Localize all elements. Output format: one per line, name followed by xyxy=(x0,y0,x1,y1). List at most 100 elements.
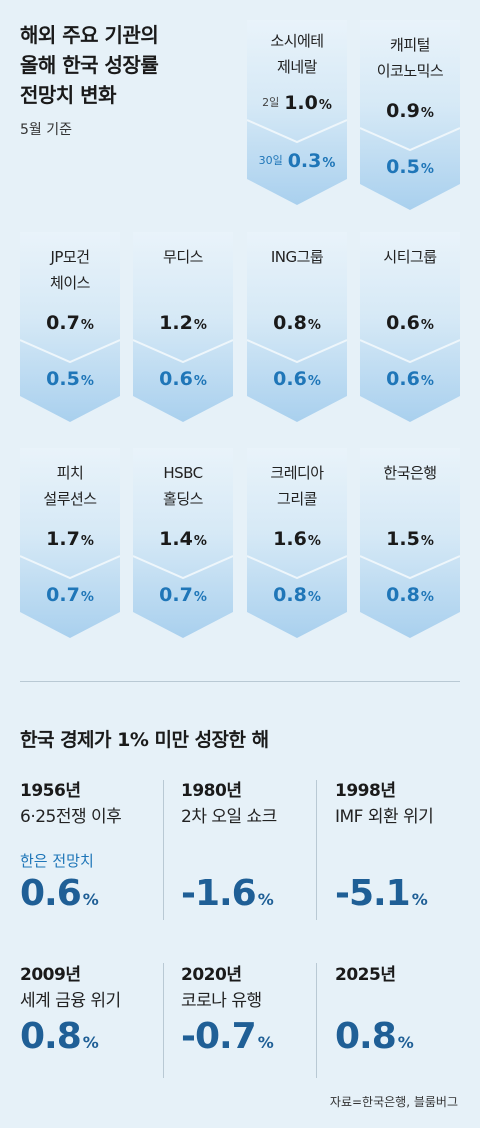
growth-value: -1.6 xyxy=(181,873,257,914)
forecast-value: 1.4 xyxy=(159,528,193,550)
growth-value: 0.6 xyxy=(20,873,82,914)
card-separator xyxy=(247,119,347,144)
card-separator xyxy=(133,555,233,580)
card-chevron xyxy=(247,20,347,205)
card-separator xyxy=(133,339,233,364)
institution-name-line: 소시에테 xyxy=(270,32,324,50)
forecast-value: 1.2 xyxy=(159,312,193,334)
forecast-before: 0.9% xyxy=(360,100,460,122)
card-shape xyxy=(247,232,347,422)
forecast-value: 0.8 xyxy=(386,584,420,606)
forecast-value: 0.7 xyxy=(46,584,80,606)
forecast-value: 1.5 xyxy=(386,528,420,550)
unit-label: % xyxy=(257,1033,274,1052)
forecast-after: 0.5% xyxy=(20,368,120,390)
unit-label: % xyxy=(420,374,434,389)
forecast-after: 0.5% xyxy=(360,156,460,178)
forecast-before: 1.5% xyxy=(360,528,460,550)
institution-name-line: HSBC xyxy=(163,464,203,482)
card-chevron xyxy=(360,232,460,422)
history-event: 세계 금융 위기 xyxy=(20,991,121,1011)
card-shape xyxy=(360,20,460,210)
forecast-value: 0.3 xyxy=(287,150,322,172)
forecast-before: 1.7% xyxy=(20,528,120,550)
institution-name-line: 이코노믹스 xyxy=(376,62,444,80)
institution-name-line: 제네랄 xyxy=(277,58,317,76)
unit-label: % xyxy=(80,318,94,333)
card-chevron xyxy=(133,232,233,422)
history-year: 2020년 xyxy=(181,965,242,985)
unit-label: % xyxy=(257,890,274,909)
card-chevron xyxy=(360,20,460,210)
unit-label: % xyxy=(80,590,94,605)
history-value: -1.6% xyxy=(181,873,274,914)
unit-label: % xyxy=(307,318,321,333)
forecast-value: 1.7 xyxy=(46,528,80,550)
institution-name-line: 캐피털 xyxy=(390,36,430,54)
forecast-value: 1.6 xyxy=(273,528,307,550)
unit-label: % xyxy=(307,534,321,549)
history-cell: 2009년 세계 금융 위기 0.8% xyxy=(20,962,160,1082)
institution-name-line: ING그룹 xyxy=(270,248,324,266)
card-chevron xyxy=(247,448,347,638)
forecast-after: 0.6% xyxy=(360,368,460,390)
forecast-value: 0.9 xyxy=(386,100,420,122)
institution-name-line: 한국은행 xyxy=(383,464,437,482)
history-event: 코로나 유행 xyxy=(181,991,262,1011)
forecast-value: 0.5 xyxy=(46,368,80,390)
forecast-after: 0.6% xyxy=(247,368,347,390)
forecast-card: 소시에테 제네랄 2일 1.0% 30일 0.3% xyxy=(247,20,347,205)
institution-name-line: 홀딩스 xyxy=(163,490,203,508)
title-line: 올해 한국 성장률 xyxy=(20,53,159,77)
growth-value: -5.1 xyxy=(335,873,411,914)
card-shape xyxy=(360,232,460,422)
unit-label: % xyxy=(193,590,207,605)
card-shape xyxy=(20,232,120,422)
institution-name: 크레디아 그리콜 xyxy=(247,460,347,512)
forecast-value: 0.8 xyxy=(273,312,307,334)
institution-name-line: 설루션스 xyxy=(43,490,97,508)
institution-name-line: 피치 xyxy=(56,464,84,482)
date-label: 2일 xyxy=(262,96,280,109)
column-divider xyxy=(163,780,164,920)
forecast-card: HSBC 홀딩스 1.4% 0.7% xyxy=(133,448,233,638)
institution-name: 무디스 xyxy=(133,244,233,270)
unit-label: % xyxy=(80,374,94,389)
institution-name: 한국은행 xyxy=(360,460,460,486)
forecast-value: 1.0 xyxy=(284,92,318,114)
unit-label: % xyxy=(322,156,336,171)
card-chevron xyxy=(247,232,347,422)
forecast-card: JP모건 체이스 0.7% 0.5% xyxy=(20,232,120,422)
unit-label: % xyxy=(82,890,99,909)
history-cell: 1998년 IMF 외환 위기 -5.1% xyxy=(335,778,475,914)
forecast-value: 0.6 xyxy=(386,368,420,390)
forecast-card: 한국은행 1.5% 0.8% xyxy=(360,448,460,638)
forecast-after: 0.7% xyxy=(133,584,233,606)
forecast-before: 1.4% xyxy=(133,528,233,550)
history-cell: 2025년 0.8% xyxy=(335,962,475,1082)
unit-label: % xyxy=(397,1033,414,1052)
forecast-after: 0.8% xyxy=(247,584,347,606)
card-chevron xyxy=(20,448,120,638)
unit-label: % xyxy=(307,590,321,605)
card-separator xyxy=(247,339,347,364)
unit-label: % xyxy=(420,534,434,549)
history-event: IMF 외환 위기 xyxy=(335,807,434,827)
forecast-card: 무디스 1.2% 0.6% xyxy=(133,232,233,422)
column-divider xyxy=(316,780,317,920)
history-value: 0.6% xyxy=(20,873,99,914)
institution-name-line: JP모건 xyxy=(50,248,90,266)
title-line: 전망치 변화 xyxy=(20,83,116,107)
unit-label: % xyxy=(318,98,332,113)
unit-label: % xyxy=(82,1033,99,1052)
forecast-card: 시티그룹 0.6% 0.6% xyxy=(360,232,460,422)
institution-name-line: 무디스 xyxy=(163,248,203,266)
card-separator xyxy=(20,339,120,364)
institution-name-line: 그리콜 xyxy=(277,490,317,508)
card-chevron xyxy=(133,448,233,638)
history-event: 6·25전쟁 이후 xyxy=(20,807,122,827)
card-shape xyxy=(360,448,460,638)
card-separator xyxy=(360,339,460,364)
page-subtitle: 5월 기준 xyxy=(20,122,72,138)
